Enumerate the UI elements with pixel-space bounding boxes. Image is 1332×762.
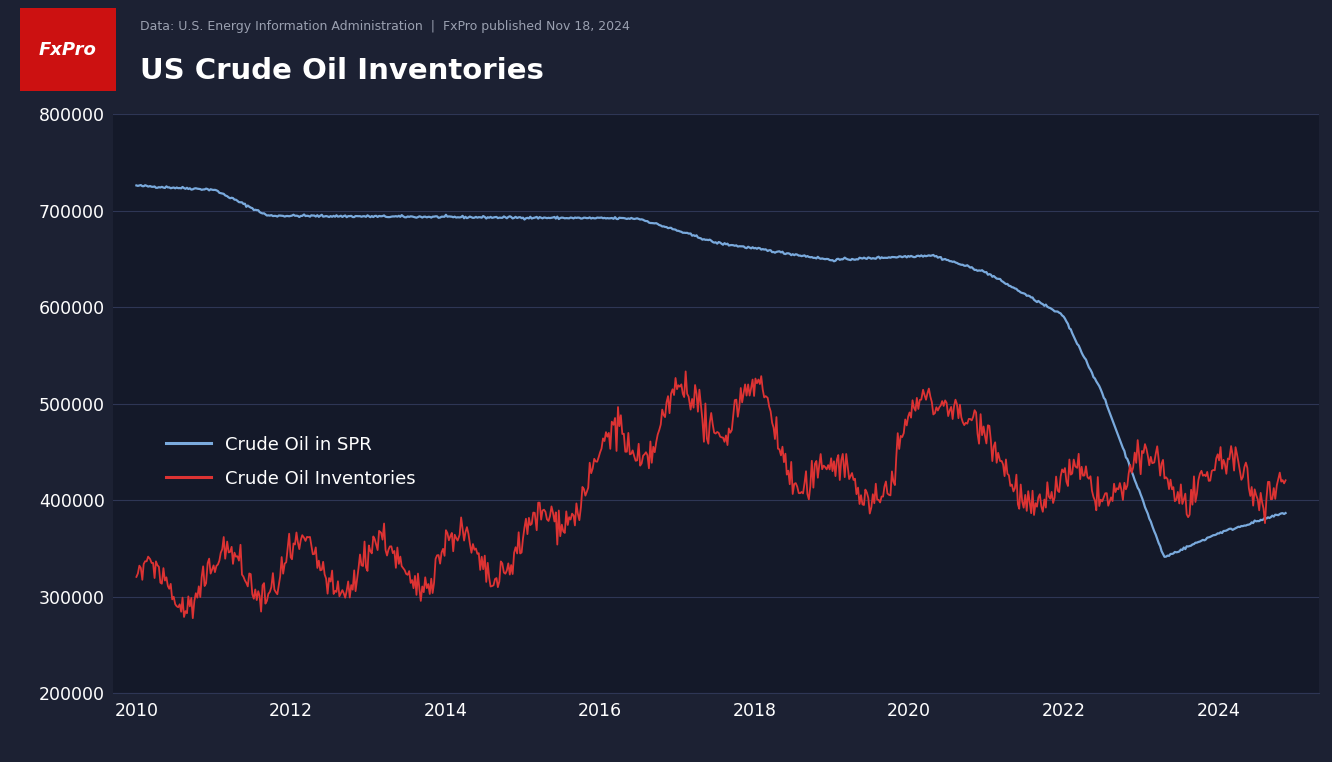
Legend: Crude Oil in SPR, Crude Oil Inventories: Crude Oil in SPR, Crude Oil Inventories <box>159 428 424 495</box>
Text: Data: U.S. Energy Information Administration  |  FxPro published Nov 18, 2024: Data: U.S. Energy Information Administra… <box>140 21 630 34</box>
Text: FxPro: FxPro <box>39 40 97 59</box>
Text: US Crude Oil Inventories: US Crude Oil Inventories <box>140 57 543 85</box>
FancyBboxPatch shape <box>20 8 116 91</box>
